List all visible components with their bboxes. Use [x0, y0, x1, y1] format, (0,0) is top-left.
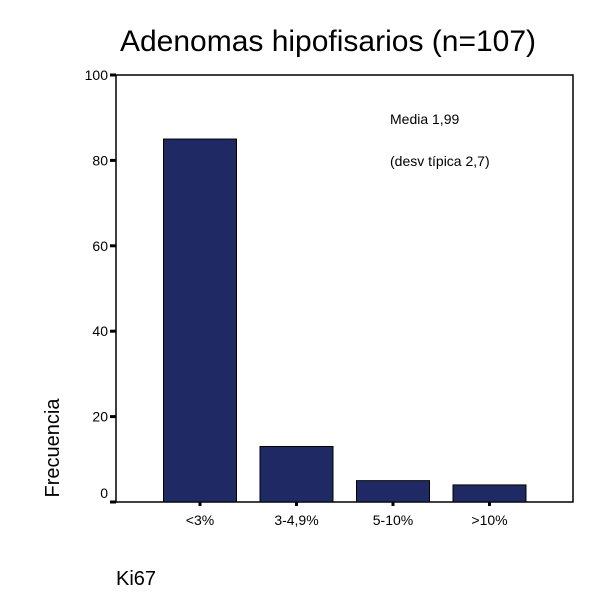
- bars: [163, 138, 527, 503]
- y-axis-label: Frecuencia: [42, 398, 64, 498]
- x-axis-label: Ki67: [116, 568, 156, 590]
- bar: [163, 138, 237, 503]
- bar: [356, 480, 430, 503]
- y-tick-label: 80: [92, 152, 108, 168]
- x-tick-label: 3-4,9%: [274, 512, 318, 528]
- x-axis: <3% 3-4,9% 5-10% >10%: [186, 502, 508, 528]
- plot-area: [115, 74, 574, 503]
- y-axis: 0 20 40 60 80 100: [85, 67, 116, 504]
- y-tick-label: 40: [92, 323, 108, 339]
- y-tick-label: 20: [92, 409, 108, 425]
- annotation-mean: Media 1,99: [390, 111, 459, 127]
- y-tick-label: 60: [92, 238, 108, 254]
- chart-title: Adenomas hipofisarios (n=107): [120, 25, 536, 58]
- annotation-std: (desv típica 2,7): [390, 153, 490, 169]
- bar: [259, 445, 334, 503]
- x-tick-label: >10%: [471, 512, 507, 528]
- x-tick-label: 5-10%: [373, 512, 413, 528]
- y-tick-label: 100: [85, 67, 109, 83]
- bar: [452, 484, 527, 503]
- y-tick-label: 0: [100, 485, 108, 501]
- x-tick-label: <3%: [186, 512, 214, 528]
